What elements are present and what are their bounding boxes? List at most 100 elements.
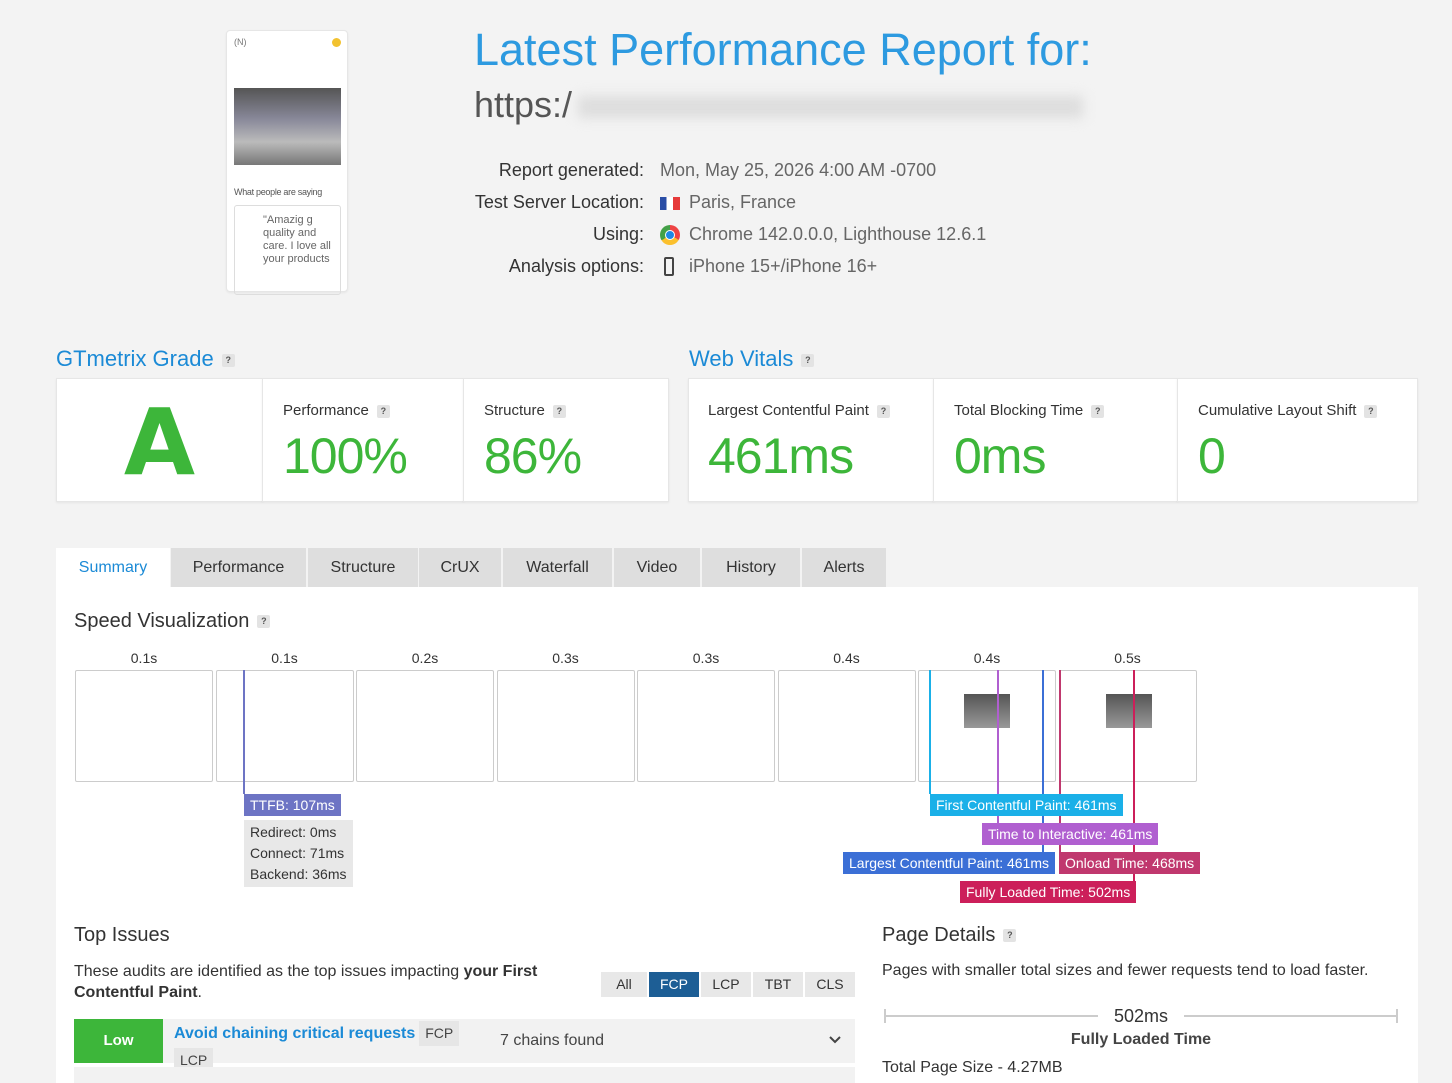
tab[interactable]: Performance — [171, 548, 306, 587]
phone-icon — [664, 257, 674, 276]
heading-text: Web Vitals — [689, 346, 794, 371]
tab[interactable]: CrUX — [419, 548, 501, 587]
metric-value: 100% — [283, 428, 408, 484]
section-heading: Page Details? — [882, 924, 1017, 947]
tab[interactable]: History — [702, 548, 800, 587]
help-icon[interactable]: ? — [1091, 404, 1105, 418]
ttfb-detail: Redirect: 0ms — [250, 824, 337, 840]
help-icon[interactable]: ? — [1364, 404, 1378, 418]
detail-label: Test Server Location: — [474, 192, 644, 212]
timeline-end — [884, 1009, 886, 1023]
tab[interactable]: Video — [614, 548, 700, 587]
thumb-dot — [332, 38, 341, 47]
thumb-caption: What people are saying — [234, 187, 322, 197]
report-title: Latest Performance Report for: — [474, 24, 1092, 75]
filter-button[interactable]: TBT — [753, 972, 803, 997]
frame-image — [1106, 694, 1152, 728]
section-heading: Speed Visualization? — [74, 610, 271, 633]
frame-time: 0.1s — [271, 650, 298, 666]
section-heading: Web Vitals? — [689, 346, 815, 372]
frame-time: 0.4s — [973, 650, 1001, 666]
detail-value: Paris, France — [689, 192, 797, 212]
thumb-quote: "Amazig g quality and care. I love all y… — [234, 205, 341, 295]
issue-row — [74, 1067, 855, 1083]
tab[interactable]: Waterfall — [503, 548, 612, 587]
section-heading: Top Issues — [74, 924, 170, 946]
detail-value: Mon, May 25, 2026 4:00 AM -0700 — [660, 160, 937, 180]
issue-title[interactable]: Avoid chaining critical requests — [174, 1025, 416, 1042]
frame-time: 0.3s — [692, 650, 720, 666]
ttfb-details: Redirect: 0ms Connect: 71ms Backend: 36m… — [244, 820, 353, 887]
fully-loaded-label: Fully Loaded Time — [1070, 1031, 1212, 1048]
thumb-image — [234, 88, 341, 165]
issue-row[interactable]: Low Avoid chaining critical requests FCP L… — [74, 1019, 855, 1073]
chrome-icon — [660, 225, 680, 245]
url-text: https:/ — [474, 84, 573, 125]
help-icon[interactable]: ? — [257, 615, 271, 629]
detail-value: Chrome 142.0.0.0, Lighthouse 12.6.1 — [689, 224, 987, 244]
grade-card: A — [56, 378, 263, 502]
timing-line — [1042, 670, 1044, 852]
timing-line — [929, 670, 931, 794]
filter-button[interactable]: LCP — [701, 972, 751, 997]
metric-card: Total Blocking Time? 0ms — [933, 378, 1178, 502]
thumbnail: (N) What people are saying "Amazig g qua… — [226, 30, 348, 295]
issue-badge: Low — [74, 1019, 163, 1063]
help-icon[interactable]: ? — [376, 404, 390, 418]
frame — [496, 670, 635, 782]
report-url: https:/ — [474, 84, 1084, 126]
metric-card: Cumulative Layout Shift? 0 — [1177, 378, 1418, 502]
detail-label: Using: — [592, 224, 644, 244]
total-page-size: Total Page Size - 4.27MB — [882, 1059, 1063, 1076]
help-icon[interactable]: ? — [552, 404, 566, 418]
metric-label: Structure — [484, 402, 545, 419]
expand-chevron[interactable] — [828, 1035, 842, 1045]
timing-label: Largest Contentful Paint: 461ms — [843, 852, 1056, 874]
flag-icon — [660, 197, 680, 210]
metric-label: Total Blocking Time — [954, 402, 1084, 419]
filter-button[interactable]: CLS — [805, 972, 855, 997]
timing-label: Time to Interactive: 461ms — [982, 823, 1159, 845]
metric-card: Structure? 86% — [463, 378, 669, 502]
help-icon[interactable]: ? — [1003, 929, 1017, 943]
metric-label: Largest Contentful Paint — [708, 402, 869, 419]
timing-line — [997, 670, 999, 823]
detail-label: Report generated: — [498, 160, 644, 180]
filter-button[interactable]: FCP — [649, 972, 699, 997]
description-text: These audits are identified as the top i… — [74, 963, 464, 980]
frame-time: 0.1s — [130, 650, 158, 666]
heading-text: GTmetrix Grade — [56, 346, 214, 371]
heading-text: Speed Visualization — [74, 610, 250, 632]
help-icon[interactable]: ? — [876, 404, 890, 418]
ttfb-detail: Connect: 71ms — [250, 845, 345, 861]
detail-value: iPhone 15+/iPhone 16+ — [689, 256, 878, 276]
help-icon[interactable]: ? — [221, 353, 235, 367]
thumb-logo: (N) — [234, 37, 247, 47]
frame — [75, 670, 213, 782]
issue-tag: FCP — [419, 1021, 460, 1046]
frame — [356, 670, 494, 782]
section-heading: GTmetrix Grade? — [56, 346, 235, 372]
heading-text: Page Details — [882, 924, 996, 946]
metric-card: Largest Contentful Paint? 461ms — [688, 378, 934, 502]
frame — [777, 670, 916, 782]
timing-label: Onload Time: 468ms — [1059, 852, 1201, 874]
frame-time: 0.5s — [1114, 650, 1141, 666]
filter-button[interactable]: All — [601, 972, 647, 997]
detail-label: Analysis options: — [508, 256, 644, 276]
frame-time: 0.2s — [411, 650, 439, 666]
tab[interactable]: Alerts — [802, 548, 886, 587]
frame — [215, 670, 354, 782]
frame-time: 0.3s — [552, 650, 579, 666]
metric-label: Performance — [283, 402, 369, 419]
metric-value: 0ms — [954, 428, 1046, 484]
metric-value: 0 — [1198, 428, 1226, 484]
help-icon[interactable]: ? — [801, 353, 815, 367]
timing-line — [1059, 670, 1061, 852]
metric-label: Cumulative Layout Shift — [1198, 402, 1357, 419]
description-text: . — [197, 984, 202, 1001]
tab[interactable]: Structure — [308, 548, 418, 587]
tab[interactable]: Summary — [56, 548, 170, 588]
ttfb-detail: Backend: 36ms — [250, 866, 347, 882]
